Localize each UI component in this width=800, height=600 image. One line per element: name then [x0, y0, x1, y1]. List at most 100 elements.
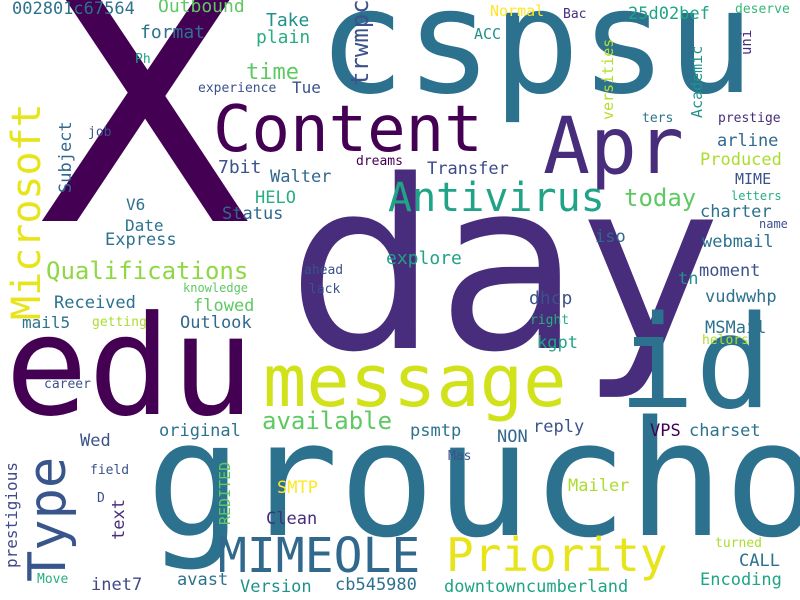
- word-received: Received: [54, 293, 136, 313]
- word-moment: moment: [699, 261, 761, 281]
- word-redited: REDITED: [216, 461, 234, 525]
- word-7bit: 7bit: [218, 157, 262, 178]
- word-knowledge: knowledge: [183, 281, 249, 295]
- word-d: D: [97, 491, 105, 506]
- word-v6: V6: [126, 195, 146, 214]
- word-outbound: Outbound: [158, 0, 245, 17]
- word-bac: Bac: [563, 7, 587, 22]
- word-content: Content: [213, 93, 483, 167]
- word-x: X: [32, 0, 259, 299]
- word-vps: VPS: [650, 421, 681, 441]
- word-reply: reply: [533, 417, 585, 437]
- word-msmail: MSMail: [705, 318, 767, 338]
- word-dhcp: dhcp: [529, 288, 573, 309]
- word-acc: ACC: [474, 25, 502, 43]
- word-move: Move: [37, 572, 69, 587]
- word-plain: plain: [256, 27, 311, 48]
- word-smtp: SMTP: [277, 478, 318, 498]
- word-right: right: [530, 313, 570, 328]
- word-express: Express: [105, 230, 177, 250]
- word-inet7: inet7: [91, 575, 143, 595]
- word-iso: iso: [595, 227, 626, 247]
- word-status: Status: [222, 204, 284, 224]
- word-field: field: [90, 463, 130, 478]
- word-experience: experience: [198, 81, 277, 96]
- word-microsoft: Microsoft: [4, 103, 50, 320]
- word-career: career: [44, 377, 91, 392]
- word-webmail: webmail: [702, 232, 774, 252]
- word-charset: charset: [689, 421, 761, 441]
- word-mimeole: MIMEOLE: [218, 528, 421, 584]
- word-mailer: Mailer: [568, 476, 630, 496]
- word-cspsu: cspsu: [318, 0, 755, 127]
- word-downtowncumberland: downtowncumberland: [444, 577, 629, 597]
- word-explore: explore: [386, 248, 462, 269]
- word-tue: Tue: [292, 78, 321, 97]
- word-normal: Normal: [490, 2, 545, 20]
- word-helors: helors: [702, 333, 749, 348]
- word-vudwwhp: vudwwhp: [705, 287, 777, 307]
- word-take: Take: [266, 10, 310, 31]
- word-format: format: [140, 22, 206, 43]
- word-versities: versities: [599, 38, 617, 120]
- word-walter: Walter: [270, 167, 332, 187]
- word-mime: MIME: [735, 170, 772, 188]
- word-outlook: Outlook: [180, 313, 252, 333]
- word-ahead: ahead: [304, 263, 344, 278]
- word-psmtp: psmtp: [410, 421, 462, 441]
- word-id: id: [618, 289, 773, 438]
- word-date: Date: [125, 216, 164, 235]
- word-time: time: [246, 60, 299, 85]
- word-avast: avast: [177, 570, 229, 590]
- word-mail5: mail5: [22, 313, 71, 332]
- word-original: original: [159, 421, 241, 441]
- word-cb545980: cb545980: [335, 575, 417, 595]
- word-day: day: [288, 131, 721, 404]
- word-job: job: [88, 125, 112, 140]
- word-apr: Apr: [543, 102, 684, 192]
- word-deserve: deserve: [735, 2, 790, 17]
- word-type: Type: [18, 456, 78, 582]
- word-edu: edu: [5, 286, 255, 447]
- word-text: text: [109, 499, 129, 540]
- word-arline: arline: [717, 131, 779, 151]
- word-clean: Clean: [266, 509, 318, 529]
- word-today: today: [624, 184, 697, 212]
- word-uni: uni: [739, 29, 755, 55]
- word-dreams: dreams: [356, 154, 403, 169]
- word-call: CALL: [739, 551, 780, 571]
- word-wed: Wed: [80, 431, 111, 451]
- word-name: name: [759, 217, 788, 231]
- word-subject: Subject: [56, 121, 76, 193]
- word-charter: charter: [700, 202, 772, 222]
- word-groucho: groucho: [146, 386, 800, 573]
- word-encoding: Encoding: [700, 570, 782, 590]
- word-25d02bef: 25d02bef: [628, 4, 710, 24]
- word-version: Version: [240, 577, 312, 597]
- word-non: NON: [497, 427, 528, 447]
- word-turned: turned: [715, 536, 762, 551]
- word-prestige: prestige: [718, 111, 781, 126]
- word-mas: Mas: [448, 449, 472, 464]
- word-ph: Ph: [135, 52, 151, 67]
- word-tn: tn: [678, 269, 699, 289]
- word-available: available: [262, 407, 393, 435]
- word-helo: HELO: [255, 188, 296, 208]
- word-kgpt: kgpt: [537, 333, 578, 353]
- word-ters: ters: [642, 111, 674, 126]
- word-002801c67564: 002801c67564: [12, 0, 135, 19]
- word-priority: Priority: [446, 528, 668, 582]
- word-getting: getting: [92, 315, 147, 330]
- word-lack: lack: [309, 282, 341, 297]
- word-produced: Produced: [700, 150, 782, 170]
- word-trwmpca: trwmpca: [346, 0, 374, 86]
- word-prestigious: prestigious: [2, 462, 21, 568]
- word-letters: letters: [731, 189, 782, 203]
- word-antivirus: Antivirus: [388, 175, 605, 221]
- word-academic: Academic: [688, 45, 706, 118]
- word-qualifications: Qualifications: [46, 257, 249, 285]
- word-transfer: Transfer: [427, 159, 509, 179]
- word-message: message: [263, 339, 567, 423]
- word-flowed: flowed: [193, 296, 255, 316]
